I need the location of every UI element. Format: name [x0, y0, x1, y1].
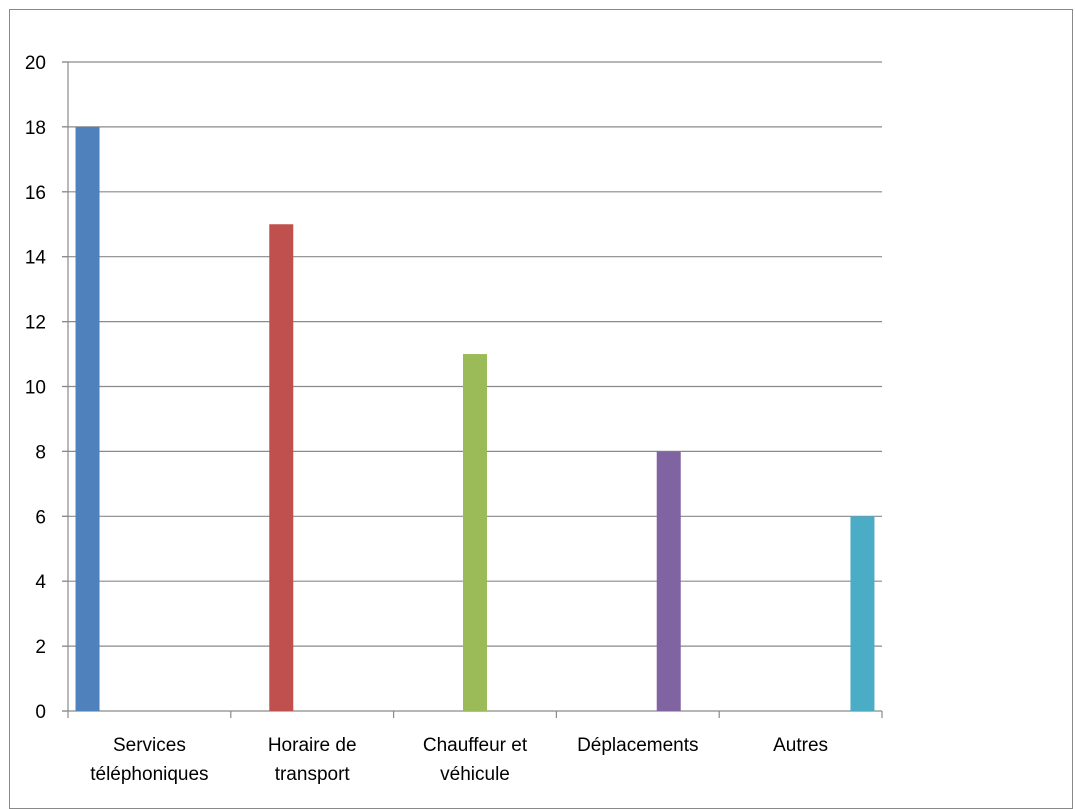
bar	[75, 126, 100, 711]
y-tick-labels: 0 2 4 6 8 10 12 14 16 18 20	[25, 53, 47, 723]
x-category-label-line: Autres	[773, 735, 828, 756]
x-category-label-line: Horaire de	[268, 735, 357, 756]
x-category-label: Horaire de transport	[268, 735, 357, 785]
bar	[463, 354, 487, 711]
y-tick-label: 14	[25, 248, 47, 269]
bar-chart: 0 2 4 6 8 10 12 14 16 18 20 Services téléphoniques H…	[25, 53, 883, 785]
x-category-label-line: transport	[275, 764, 351, 785]
x-category-label: Services téléphoniques	[90, 735, 208, 785]
x-category-label-line: Déplacements	[577, 735, 698, 756]
bars	[75, 126, 875, 711]
y-tick-label: 0	[35, 702, 46, 723]
y-tick-label: 20	[25, 53, 46, 74]
x-category-label: Déplacements	[577, 735, 698, 756]
gridlines	[62, 61, 882, 647]
y-tick-label: 4	[35, 572, 46, 593]
x-category-labels: Services téléphoniques Horaire de transport…	[90, 735, 828, 785]
bar	[656, 451, 681, 711]
x-category-label: Chauffeur et véhicule	[423, 735, 528, 785]
y-tick-label: 8	[35, 442, 46, 463]
y-tick-label: 2	[35, 637, 46, 658]
y-tick-label: 10	[25, 378, 46, 399]
x-category-label-line: téléphoniques	[90, 764, 208, 785]
bar	[850, 516, 875, 711]
y-tick-label: 18	[25, 118, 46, 139]
x-category-label-line: véhicule	[440, 764, 510, 785]
x-category-label-line: Chauffeur et	[423, 735, 528, 756]
x-category-label-line: Services	[113, 735, 186, 756]
chart-frame	[9, 9, 1073, 809]
y-tick-label: 6	[35, 507, 46, 528]
y-tick-label: 12	[25, 313, 46, 334]
y-tick-label: 16	[25, 183, 46, 204]
bar	[269, 224, 294, 711]
x-category-label: Autres	[773, 735, 828, 756]
